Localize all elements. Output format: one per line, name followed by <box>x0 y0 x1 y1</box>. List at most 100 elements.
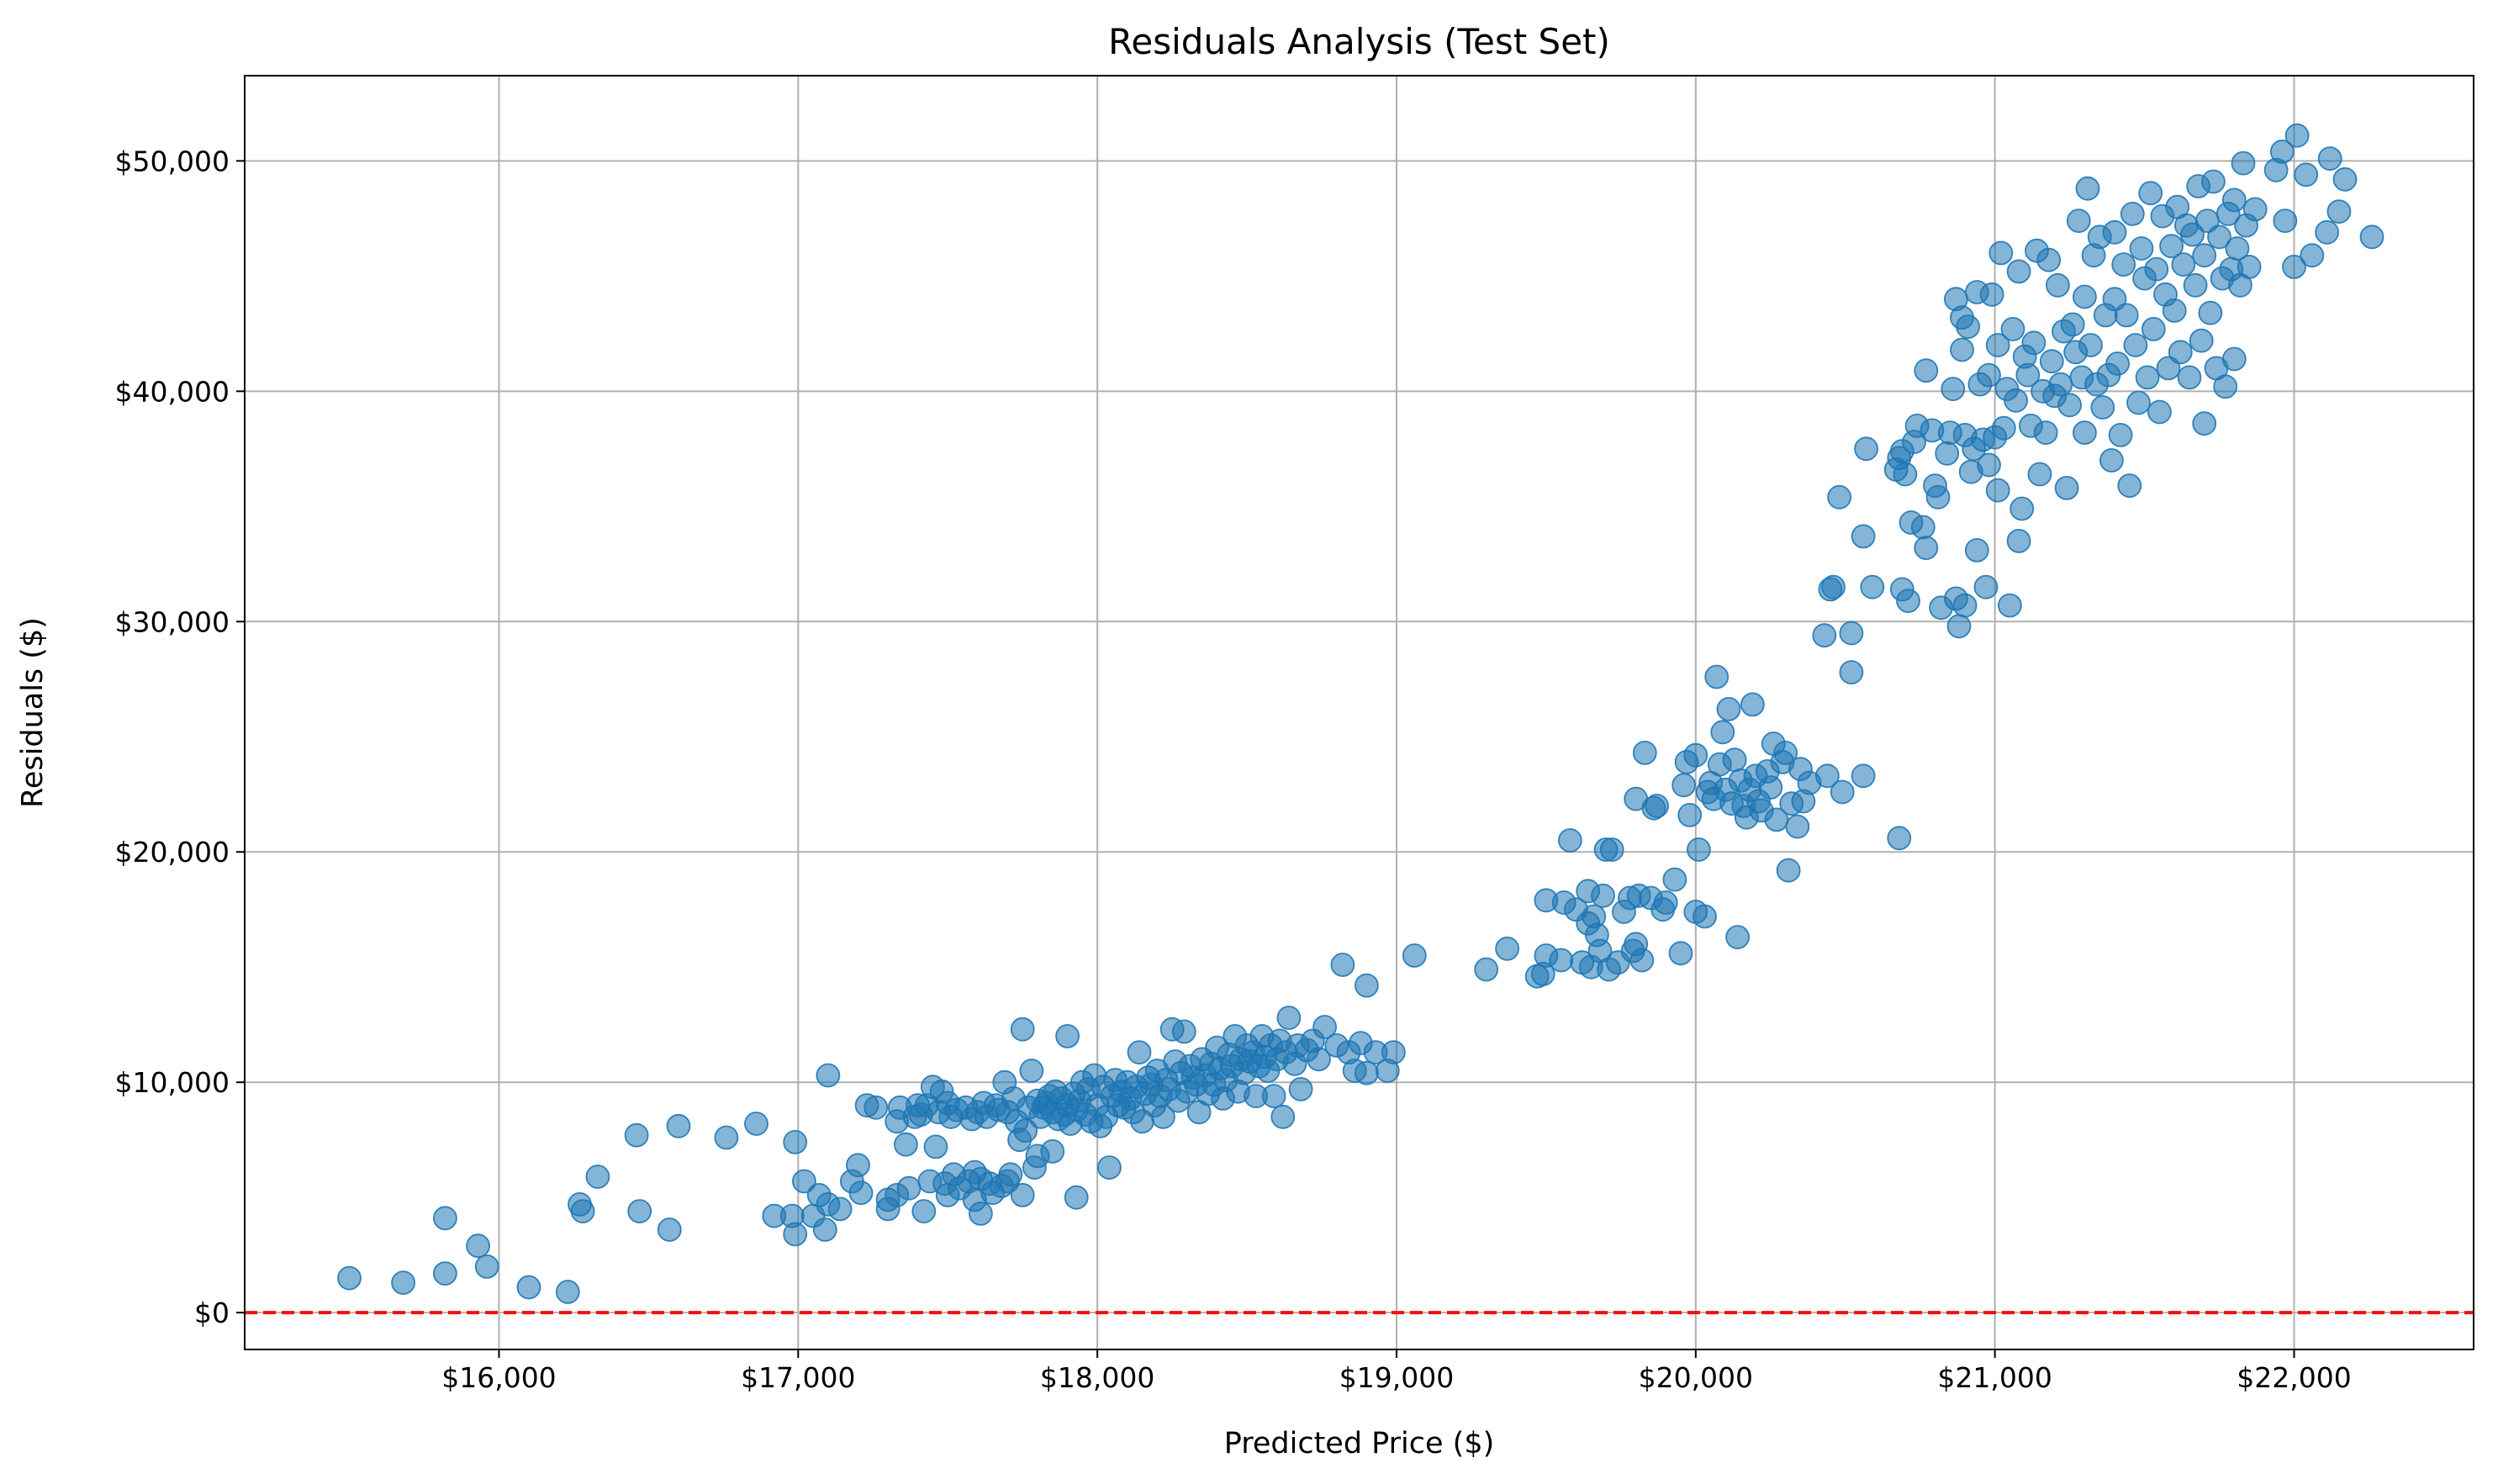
scatter-point <box>2231 151 2256 176</box>
scatter-point <box>1821 574 1846 599</box>
scatter-point <box>812 1217 837 1242</box>
scatter-point <box>2036 247 2062 272</box>
scatter-point <box>2021 330 2046 356</box>
x-axis-label: Predicted Price ($) <box>1224 1427 1495 1460</box>
scatter-point <box>744 1112 768 1136</box>
scatter-point <box>2048 372 2073 397</box>
scatter-point <box>1935 441 1960 466</box>
scatter-point <box>433 1261 457 1286</box>
scatter-point <box>1599 837 1624 862</box>
scatter-point <box>2147 399 2172 425</box>
scatter-points <box>337 123 2384 1304</box>
scatter-point <box>1355 1060 1379 1085</box>
scatter-point <box>1653 890 1678 915</box>
scatter-point <box>714 1125 739 1150</box>
scatter-point <box>1097 1155 1122 1180</box>
scatter-point <box>1827 484 1852 510</box>
scatter-point <box>2015 362 2041 388</box>
scatter-point <box>1010 1183 1035 1207</box>
scatter-point <box>1668 941 1693 966</box>
scatter-point <box>2317 146 2342 172</box>
scatter-point <box>1985 333 2010 357</box>
scatter-point <box>2135 365 2160 390</box>
scatter-point <box>585 1164 610 1189</box>
x-tick-label-4: $20,000 <box>1639 1361 1753 1394</box>
y-tick-label-1: $10,000 <box>115 1066 230 1099</box>
scatter-point <box>2189 328 2214 353</box>
plot-area-frame <box>244 75 2474 1350</box>
scatter-point <box>2054 476 2079 500</box>
scatter-point <box>2221 346 2247 372</box>
scatter-point <box>846 1153 870 1178</box>
scatter-point <box>1330 953 1355 977</box>
scatter-point <box>1725 925 1751 949</box>
scatter-point <box>2006 529 2031 553</box>
scatter-point <box>1629 948 1655 973</box>
scatter-point <box>2213 374 2238 399</box>
scatter-point <box>2200 169 2226 194</box>
scatter-point <box>2045 272 2070 298</box>
scatter-point <box>1055 1024 1080 1048</box>
scatter-point <box>1896 589 1920 613</box>
scatter-point <box>2273 209 2298 234</box>
scatter-point <box>1704 664 1730 689</box>
scatter-point <box>1474 957 1499 982</box>
scatter-point <box>2221 187 2247 213</box>
scatter-point <box>2183 272 2208 298</box>
x-tick-label-6: $22,000 <box>2237 1361 2351 1394</box>
scatter-point <box>2004 388 2029 413</box>
scatter-point <box>1830 779 1855 805</box>
scatter-point <box>1040 1139 1065 1164</box>
scatter-point <box>2117 473 2142 498</box>
scatter-point <box>474 1254 499 1279</box>
y-tick-label-3: $30,000 <box>115 605 230 638</box>
scatter-point <box>1893 462 1918 487</box>
scatter-point <box>2009 496 2035 521</box>
scatter-point <box>2269 139 2295 164</box>
scatter-point <box>2207 224 2231 250</box>
scatter-point <box>2156 356 2181 381</box>
scatter-point <box>1549 948 1574 973</box>
scatter-point <box>2075 176 2100 201</box>
scatter-point <box>1860 574 1885 599</box>
scatter-point <box>1645 794 1669 818</box>
scatter-point <box>1307 1047 1331 1072</box>
y-tick-label-2: $20,000 <box>115 836 230 869</box>
scatter-point <box>1677 803 1703 827</box>
scatter-point <box>1710 720 1735 745</box>
x-tick-label-0: $16,000 <box>441 1361 556 1394</box>
scatter-point <box>969 1201 993 1226</box>
scatter-point <box>2168 340 2193 365</box>
scatter-point <box>2102 219 2127 245</box>
scatter-point <box>1558 828 1582 853</box>
scatter-point <box>1950 337 1974 362</box>
scatter-point <box>1591 883 1615 908</box>
scatter-point <box>2105 351 2131 376</box>
scatter-point <box>863 1095 889 1120</box>
scatter-point <box>1979 282 2004 307</box>
scatter-point <box>1785 814 1810 839</box>
scatter-point <box>827 1196 853 1222</box>
scatter-point <box>1946 614 1972 639</box>
scatter-point <box>1270 1104 1296 1129</box>
scatter-point <box>1276 1006 1302 1030</box>
scatter-point <box>1839 621 1864 646</box>
scatter-point <box>1495 936 1519 961</box>
scatter-point <box>1312 1015 1337 1039</box>
scatter-point <box>923 1134 948 1159</box>
scatter-point <box>1839 660 1864 684</box>
scatter-point <box>2060 312 2085 337</box>
scatter-point <box>2171 252 2196 277</box>
x-tick-label-1: $17,000 <box>741 1361 855 1394</box>
scatter-point <box>2111 252 2136 277</box>
scatter-point <box>2000 316 2025 341</box>
scatter-point <box>1988 240 2014 266</box>
scatter-point <box>998 1162 1023 1187</box>
scatter-point <box>2162 298 2187 323</box>
scatter-point <box>2006 259 2031 284</box>
scatter-point <box>1977 362 2001 388</box>
scatter-point <box>783 1130 808 1154</box>
scatter-point <box>2090 395 2115 420</box>
scatter-point <box>2284 123 2310 148</box>
scatter-point <box>466 1233 490 1259</box>
